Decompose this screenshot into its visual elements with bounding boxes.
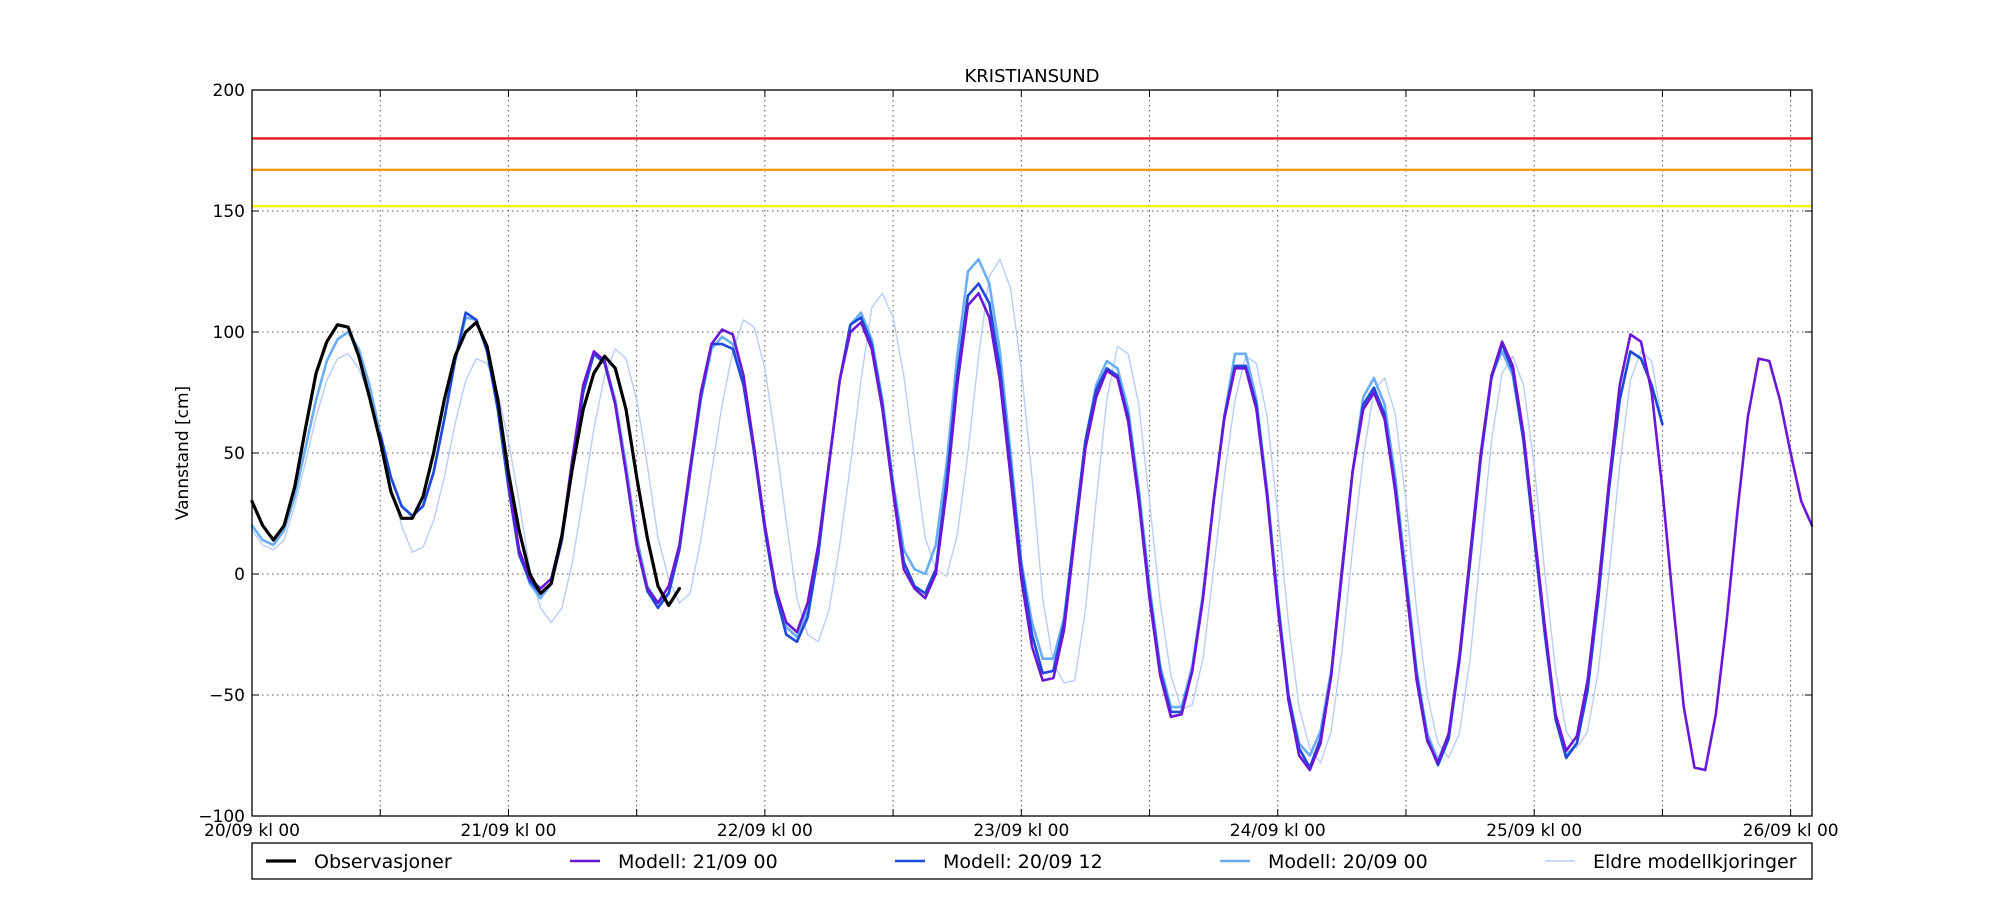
axis-ticks: −100 −50 0 50 100 150 200 20/09 kl 00 21/09 kl 0…	[198, 81, 1838, 841]
y-tick-label: 200	[213, 81, 245, 101]
legend-label: Modell: 20/09 12	[943, 851, 1103, 873]
legend-label: Modell: 21/09 00	[618, 851, 778, 873]
x-tick-label: 22/09 kl 00	[717, 821, 813, 841]
x-tick-label: 23/09 kl 00	[973, 821, 1069, 841]
series-line-observasjoner	[250, 320, 682, 608]
grid-lines	[252, 90, 1812, 816]
y-tick-label: 100	[213, 323, 245, 343]
y-axis-label: Vannstand [cm]	[173, 386, 193, 520]
x-tick-label: 24/09 kl 00	[1230, 821, 1326, 841]
series-layer	[250, 258, 1814, 772]
x-tick-label: 21/09 kl 00	[460, 821, 556, 841]
y-tick-label: 150	[213, 202, 245, 222]
chart-title: KRISTIANSUND	[964, 66, 1099, 87]
x-tick-label: 20/09 kl 00	[204, 821, 300, 841]
y-tick-label: 0	[234, 565, 245, 585]
legend: Observasjoner Modell: 21/09 00 Modell: 20/…	[251, 842, 1813, 880]
threshold-lines	[252, 137, 1812, 208]
y-tick-label: −100	[198, 807, 245, 827]
series-line-modell-21-09-00	[507, 291, 1814, 772]
x-tick-label: 25/09 kl 00	[1486, 821, 1582, 841]
y-tick-label: 50	[223, 444, 245, 464]
y-tick-label: −50	[209, 686, 245, 706]
x-tick-label: 26/09 kl 00	[1743, 821, 1839, 841]
legend-label: Eldre modellkjoringer	[1593, 851, 1797, 873]
legend-label: Modell: 20/09 00	[1268, 851, 1428, 873]
legend-label: Observasjoner	[314, 851, 452, 873]
series-line-eldre-modellkjoringer	[251, 258, 1664, 764]
